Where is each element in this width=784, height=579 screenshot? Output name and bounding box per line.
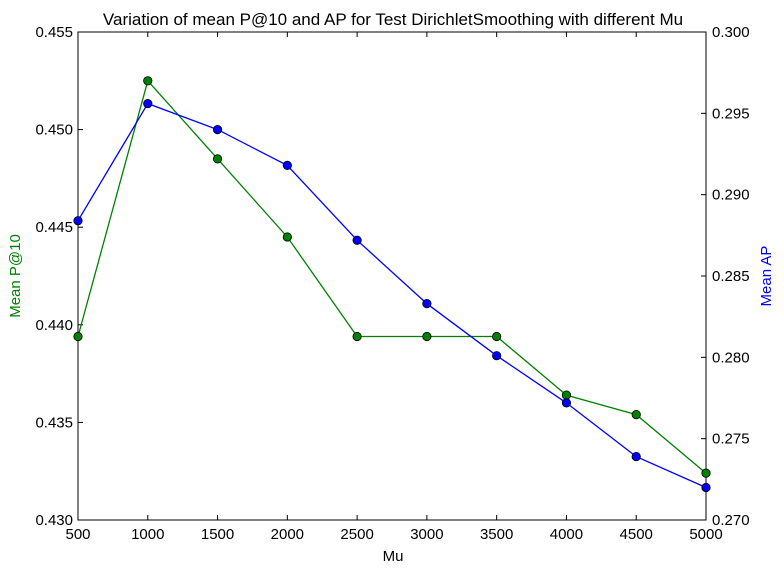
mean-ap-data-point (282, 160, 292, 170)
y-axis-right-label: Mean AP (758, 246, 775, 307)
y-left-tick-label: 0.450 (35, 122, 73, 139)
y-axis-left-label: Mean P@10 (7, 234, 24, 318)
mean-ap-data-point (492, 351, 502, 361)
chart-title: Variation of mean P@10 and AP for Test D… (103, 10, 683, 29)
mean-ap-data-point (422, 299, 432, 309)
y-right-tick-label: 0.300 (712, 24, 750, 41)
x-tick-label: 3500 (480, 526, 513, 543)
mean-ap-data-point (143, 98, 153, 109)
mean-ap-data-point (631, 451, 641, 462)
y-right-tick-label: 0.295 (712, 105, 750, 122)
x-tick-label: 1500 (201, 526, 234, 543)
y-right-tick-label: 0.275 (712, 431, 750, 448)
mean-p10-data-point (492, 331, 502, 342)
y-right-tick-label: 0.290 (712, 187, 750, 204)
mean-ap-data-point (212, 125, 223, 135)
x-tick-label: 1000 (131, 526, 164, 543)
x-axis-label: Mu (383, 548, 404, 565)
y-left-tick-label: 0.435 (35, 414, 73, 431)
y-right-tick-label: 0.285 (712, 268, 750, 285)
mean-ap-data-point (73, 216, 83, 226)
mean-p10-data-point (561, 390, 572, 400)
mean-ap-data-point (561, 398, 572, 408)
x-tick-label: 4000 (550, 526, 583, 543)
mean-p10-data-point (73, 331, 83, 342)
mean-ap-data-point (352, 235, 362, 245)
x-tick-label: 5000 (689, 526, 722, 543)
mean-p10-data-point (631, 409, 641, 420)
x-tick-label: 500 (65, 526, 90, 543)
y-left-tick-label: 0.440 (35, 317, 73, 334)
y-left-tick-label: 0.430 (35, 512, 73, 529)
x-tick-label: 2000 (271, 526, 304, 543)
mean-p10-data-point (422, 331, 432, 342)
mean-p10-data-point (143, 76, 153, 86)
y-left-tick-label: 0.445 (35, 219, 73, 236)
y-right-tick-label: 0.280 (712, 349, 750, 366)
mean-p10-data-point (701, 468, 711, 478)
plot-layer: 500 1000 1500 2000 2500 3000 3500 4000 4500 50000… (35, 24, 749, 543)
mean-p10-data-point (352, 331, 362, 342)
mean-p10-data-point (282, 232, 292, 242)
mean-p10-data-point (212, 154, 223, 164)
mean-p10-series-line (77, 79, 707, 474)
x-tick-label: 3000 (410, 526, 443, 543)
y-left-tick-label: 0.455 (35, 24, 73, 41)
mean-ap-data-point (701, 482, 711, 493)
x-tick-label: 4500 (620, 526, 653, 543)
y-right-tick-label: 0.270 (712, 512, 750, 529)
x-tick-label: 2500 (340, 526, 373, 543)
mean-ap-series-line (77, 102, 707, 489)
